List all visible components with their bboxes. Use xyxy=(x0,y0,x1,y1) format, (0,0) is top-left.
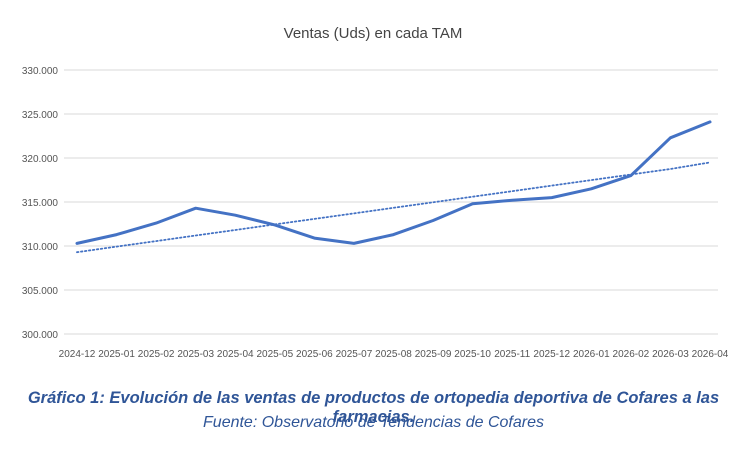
chart: Ventas (Uds) en cada TAM 300.000305.0003… xyxy=(22,25,729,360)
sales-line-series xyxy=(75,120,712,245)
gridlines xyxy=(64,69,718,335)
caption-source: Fuente: Observatorio de Tendencias de Co… xyxy=(203,414,544,431)
x-tick-label: 2026-03 xyxy=(652,349,689,360)
x-tick-label: 2025-11 xyxy=(494,349,530,360)
x-tick-label: 2025-06 xyxy=(296,349,333,360)
y-tick-label: 325.000 xyxy=(22,110,59,121)
caption-title: Gráfico 1: Evolución de las ventas de pr… xyxy=(27,389,720,426)
x-tick-label: 2025-08 xyxy=(375,349,412,360)
x-tick-label: 2025-12 xyxy=(533,349,570,360)
x-tick-label: 2025-01 xyxy=(98,349,135,360)
x-tick-label: 2026-02 xyxy=(613,349,650,360)
series-group xyxy=(75,120,712,254)
x-tick-label: 2025-10 xyxy=(454,349,491,360)
y-tick-label: 315.000 xyxy=(22,198,59,209)
y-tick-label: 305.000 xyxy=(22,286,59,297)
y-tick-label: 300.000 xyxy=(22,330,59,341)
x-tick-label: 2025-03 xyxy=(177,349,214,360)
x-tick-label: 2025-09 xyxy=(415,349,452,360)
x-tick-label: 2026-01 xyxy=(573,349,610,360)
y-tick-label: 330.000 xyxy=(22,66,59,77)
x-axis-ticks: 2024-12 2025-01 2025-02 2025-03 2025-04 2025-… xyxy=(59,349,729,360)
x-tick-label: 2025-04 xyxy=(217,349,254,360)
chart-title: Ventas (Uds) en cada TAM xyxy=(284,25,463,42)
y-tick-label: 310.000 xyxy=(22,242,59,253)
x-tick-label: 2025-02 xyxy=(138,349,175,360)
x-tick-label: 2025-05 xyxy=(256,349,293,360)
x-tick-label: 2026-04 xyxy=(692,349,729,360)
trendline-series xyxy=(76,161,711,254)
x-tick-label: 2024-12 xyxy=(59,349,96,360)
y-tick-label: 320.000 xyxy=(22,154,59,165)
y-axis-ticks: 300.000 305.000 310.000 315.000 320.000 325.0… xyxy=(22,66,59,341)
x-tick-label: 2025-07 xyxy=(336,349,373,360)
